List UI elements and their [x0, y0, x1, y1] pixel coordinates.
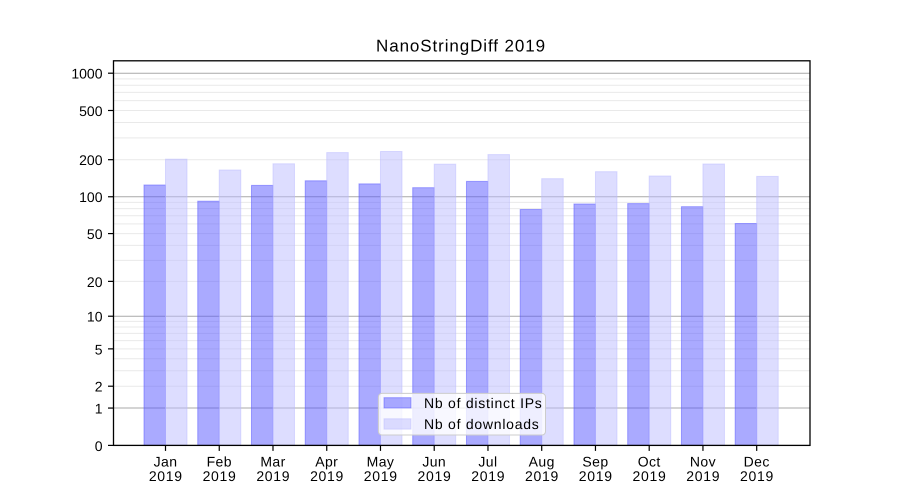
svg-text:2019: 2019	[256, 468, 290, 484]
svg-text:2019: 2019	[686, 468, 720, 484]
svg-text:Feb: Feb	[207, 453, 232, 469]
svg-text:Mar: Mar	[260, 453, 285, 469]
svg-text:200: 200	[79, 152, 103, 168]
svg-text:2019: 2019	[418, 468, 452, 484]
svg-text:2019: 2019	[203, 468, 237, 484]
svg-text:Jan: Jan	[154, 453, 178, 469]
svg-text:NanoStringDiff 2019: NanoStringDiff 2019	[376, 37, 546, 56]
svg-text:Oct: Oct	[638, 453, 661, 469]
svg-text:100: 100	[79, 189, 103, 205]
svg-text:Jul: Jul	[478, 453, 497, 469]
svg-text:50: 50	[87, 226, 103, 242]
svg-text:May: May	[367, 453, 395, 469]
svg-text:20: 20	[87, 274, 103, 290]
svg-text:2: 2	[95, 379, 103, 395]
svg-text:Nov: Nov	[690, 453, 716, 469]
svg-text:Apr: Apr	[315, 453, 338, 469]
svg-text:Dec: Dec	[744, 453, 770, 469]
svg-text:Aug: Aug	[529, 453, 555, 469]
svg-text:2019: 2019	[149, 468, 183, 484]
svg-text:1000: 1000	[71, 66, 102, 82]
svg-text:2019: 2019	[310, 468, 344, 484]
svg-text:2019: 2019	[633, 468, 667, 484]
svg-text:2019: 2019	[364, 468, 398, 484]
svg-text:5: 5	[95, 341, 103, 357]
svg-text:2019: 2019	[740, 468, 774, 484]
svg-text:2019: 2019	[579, 468, 613, 484]
svg-text:1: 1	[95, 400, 103, 416]
svg-text:500: 500	[79, 103, 103, 119]
svg-text:Jun: Jun	[422, 453, 446, 469]
svg-text:10: 10	[87, 309, 103, 325]
svg-text:Nb of distinct IPs: Nb of distinct IPs	[424, 395, 543, 411]
svg-text:2019: 2019	[525, 468, 559, 484]
svg-text:Nb of downloads: Nb of downloads	[424, 416, 540, 432]
svg-text:2019: 2019	[471, 468, 505, 484]
svg-text:Sep: Sep	[582, 453, 608, 469]
svg-text:0: 0	[95, 438, 103, 454]
